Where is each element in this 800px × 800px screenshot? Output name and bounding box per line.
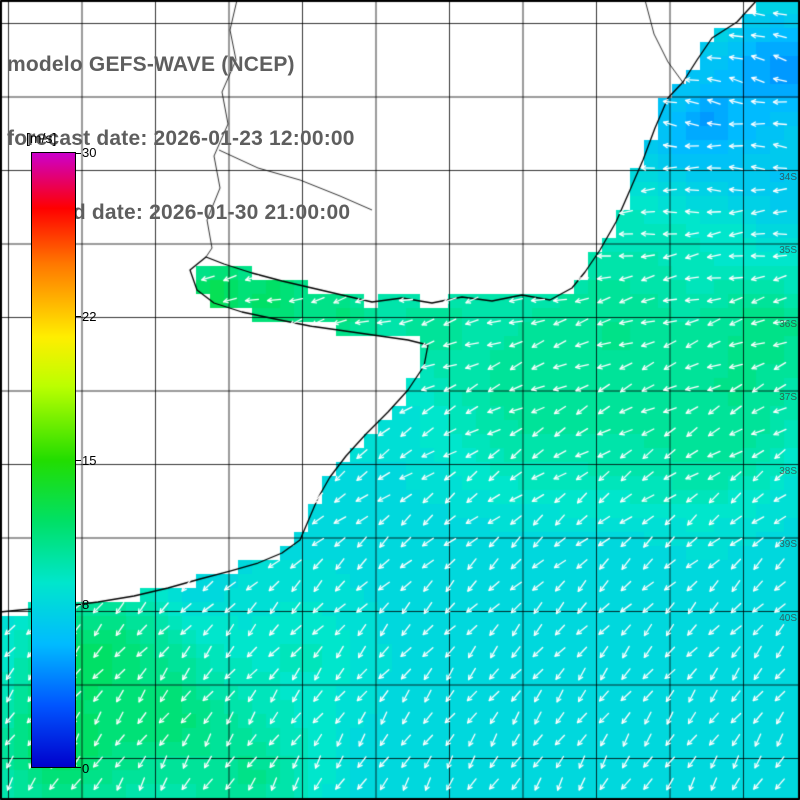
colorbar-gradient	[31, 152, 76, 768]
forecast-date-label: forecast date: 2026-01-23 12:00:00	[7, 126, 355, 150]
colorbar-tick-22: 22	[82, 309, 97, 325]
lat-label-37S: 37S	[779, 392, 797, 403]
colorbar-unit-label: [m/s]	[26, 130, 57, 146]
colorbar-tick-mark	[76, 153, 81, 154]
model-title: modelo GEFS-WAVE (NCEP)	[7, 52, 295, 76]
lat-label-40S: 40S	[779, 613, 797, 624]
colorbar-tick-mark	[76, 460, 81, 461]
colorbar-tick-8: 8	[82, 596, 90, 612]
lat-label-36S: 36S	[779, 319, 797, 330]
colorbar-tick-15: 15	[82, 453, 97, 468]
colorbar-tick-mark	[76, 603, 81, 605]
colorbar-tick-mark	[76, 767, 81, 768]
lat-label-35S: 35S	[779, 245, 797, 256]
lat-label-39S: 39S	[779, 539, 797, 550]
colorbar-tick-30: 30	[82, 145, 97, 160]
lat-label-38S: 38S	[779, 466, 797, 477]
colorbar-tick-0: 0	[82, 761, 90, 776]
map-title-block: modelo GEFS-WAVE (NCEP) forecast date: 2…	[7, 3, 355, 275]
colorbar-tick-mark	[76, 316, 81, 318]
lat-label-34S: 34S	[779, 172, 797, 183]
